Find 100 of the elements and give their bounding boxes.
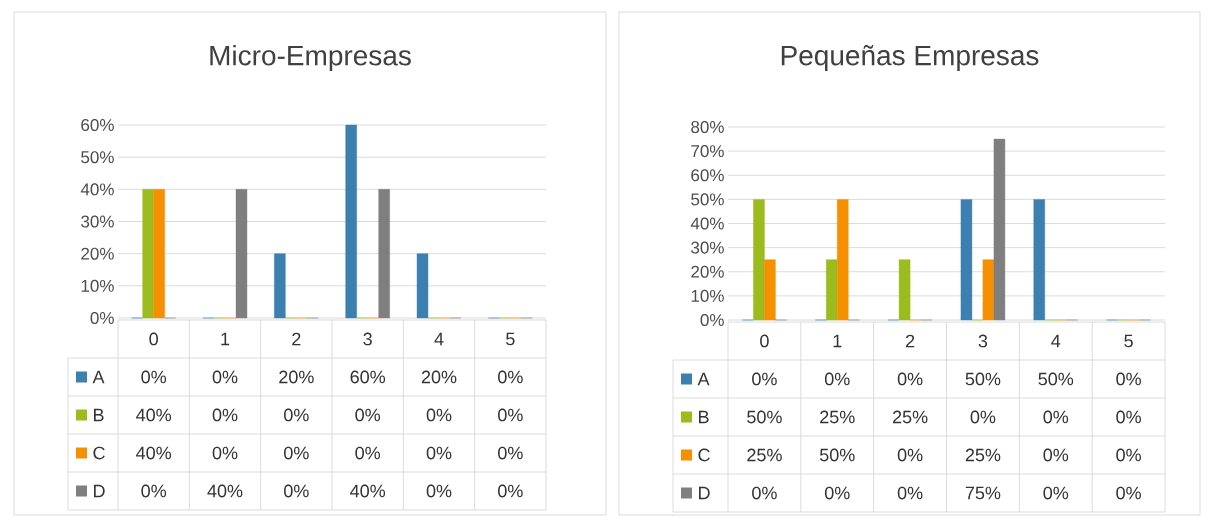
- data-label: 0%: [1116, 372, 1141, 386]
- bar: [1033, 199, 1045, 321]
- data-label: 50%: [819, 448, 855, 462]
- x-tick-label: 1: [221, 332, 230, 346]
- y-tick-label: 50%: [81, 151, 114, 164]
- y-tick-label: 70%: [691, 145, 724, 158]
- x-tick-label: 5: [1124, 334, 1133, 348]
- y-tick-label: 10%: [691, 289, 724, 302]
- data-label: 0%: [212, 370, 238, 384]
- data-label: 0%: [1043, 448, 1069, 462]
- bar: [982, 259, 995, 321]
- legend-label: C: [93, 446, 105, 460]
- data-label: 40%: [350, 484, 386, 498]
- data-label: 20%: [279, 370, 314, 384]
- bar: [898, 259, 911, 321]
- x-tick-label: 2: [906, 334, 915, 348]
- bar: [142, 189, 154, 319]
- data-label: 50%: [747, 410, 782, 424]
- data-label: 0%: [355, 446, 381, 460]
- bar: [826, 259, 838, 321]
- y-tick-label: 0%: [700, 313, 724, 327]
- data-label: 0%: [897, 372, 923, 386]
- y-tick-label: 10%: [81, 279, 114, 292]
- data-label: 0%: [426, 408, 452, 422]
- y-tick-label: 30%: [81, 215, 114, 228]
- data-label: 0%: [284, 484, 309, 498]
- data-label: 50%: [1038, 372, 1074, 386]
- data-label: 0%: [1116, 448, 1141, 462]
- y-tick-label: 40%: [690, 217, 724, 230]
- y-tick-label: 50%: [691, 193, 724, 206]
- y-tick-label: 80%: [691, 120, 724, 134]
- legend-label: C: [698, 448, 710, 462]
- data-label: 0%: [141, 484, 167, 498]
- legend-label: B: [94, 408, 104, 422]
- bar: [345, 124, 357, 319]
- bar: [960, 199, 973, 321]
- x-tick-label: 3: [363, 332, 372, 346]
- chart-title: Pequeñas Empresas: [781, 45, 1039, 71]
- x-tick-label: 5: [506, 332, 515, 346]
- bar: [274, 253, 286, 319]
- data-label: 25%: [892, 410, 928, 424]
- bar: [764, 259, 776, 321]
- data-label: 0%: [498, 370, 523, 384]
- data-label: 0%: [284, 408, 309, 422]
- data-label: 0%: [284, 446, 309, 460]
- data-label: 25%: [747, 448, 782, 462]
- data-label: 0%: [752, 372, 777, 386]
- data-label: 0%: [498, 408, 523, 422]
- y-tick-label: 60%: [691, 169, 724, 182]
- data-label: 0%: [355, 408, 381, 422]
- bar: [378, 189, 390, 319]
- y-tick-label: 0%: [90, 311, 114, 325]
- bar: [235, 189, 248, 319]
- x-tick-label: 2: [292, 332, 301, 346]
- legend-label: D: [94, 484, 105, 498]
- x-tick-label: 3: [978, 334, 988, 348]
- data-label: 0%: [824, 372, 850, 386]
- x-tick-label: 0: [760, 334, 769, 348]
- data-label: 0%: [141, 370, 167, 384]
- legend-label: D: [699, 486, 710, 500]
- data-label: 40%: [207, 484, 243, 498]
- data-label: 25%: [820, 410, 855, 424]
- y-tick-label: 20%: [691, 265, 724, 278]
- x-tick-label: 4: [1051, 334, 1061, 348]
- data-label: 25%: [965, 448, 1001, 462]
- y-tick-label: 30%: [691, 241, 724, 254]
- y-tick-label: 20%: [81, 247, 114, 260]
- legend-label: B: [699, 410, 709, 424]
- data-label: 60%: [350, 370, 386, 384]
- data-label: 20%: [421, 370, 457, 384]
- data-label: 0%: [1116, 486, 1141, 500]
- data-label: 0%: [970, 410, 996, 424]
- data-label: 0%: [752, 486, 777, 500]
- data-label: 0%: [426, 446, 452, 460]
- data-label: 0%: [498, 484, 523, 498]
- data-label: 0%: [498, 446, 523, 460]
- data-label: 0%: [212, 408, 238, 422]
- bar: [993, 138, 1006, 321]
- bar: [837, 199, 849, 321]
- bar: [753, 199, 765, 321]
- bar: [153, 189, 165, 319]
- y-tick-label: 60%: [81, 118, 114, 132]
- data-label: 0%: [212, 446, 238, 460]
- data-label: 75%: [965, 486, 1001, 500]
- legend-label: A: [92, 370, 105, 384]
- data-label: 50%: [965, 372, 1001, 386]
- data-label: 0%: [1043, 410, 1069, 424]
- legend-label: A: [697, 372, 710, 386]
- x-tick-label: 4: [434, 332, 444, 346]
- x-tick-label: 1: [833, 334, 842, 348]
- data-label: 0%: [1043, 486, 1069, 500]
- data-label: 0%: [824, 486, 850, 500]
- data-label: 0%: [897, 448, 923, 462]
- data-label: 0%: [426, 484, 452, 498]
- data-label: 0%: [897, 486, 923, 500]
- bar: [416, 253, 429, 319]
- data-label: 0%: [1116, 410, 1141, 424]
- data-label: 40%: [136, 408, 172, 422]
- chart-title: Micro-Empresas: [210, 44, 411, 72]
- x-tick-label: 0: [149, 332, 158, 346]
